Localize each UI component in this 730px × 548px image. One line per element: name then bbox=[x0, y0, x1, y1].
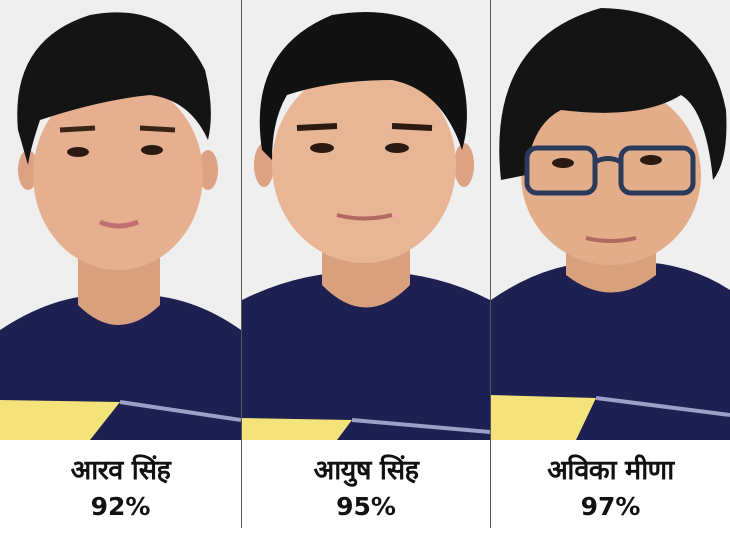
student-photo bbox=[242, 0, 490, 440]
student-name: आरव सिंह bbox=[70, 455, 171, 486]
student-score: 97% bbox=[580, 492, 641, 521]
student-card-1: आरव सिंह 92% bbox=[0, 0, 241, 548]
student-name: अविका मीणा bbox=[547, 455, 674, 486]
student-photo bbox=[491, 0, 730, 440]
student-photo bbox=[0, 0, 241, 440]
glasses-icon bbox=[524, 145, 696, 196]
student-score: 92% bbox=[90, 492, 151, 521]
student-card-2: आयुष सिंह 95% bbox=[242, 0, 490, 548]
column-divider bbox=[490, 0, 491, 528]
column-divider bbox=[241, 0, 242, 528]
student-card-3: अविका मीणा 97% bbox=[491, 0, 730, 548]
student-name: आयुष सिंह bbox=[313, 455, 419, 486]
student-score: 95% bbox=[336, 492, 396, 521]
